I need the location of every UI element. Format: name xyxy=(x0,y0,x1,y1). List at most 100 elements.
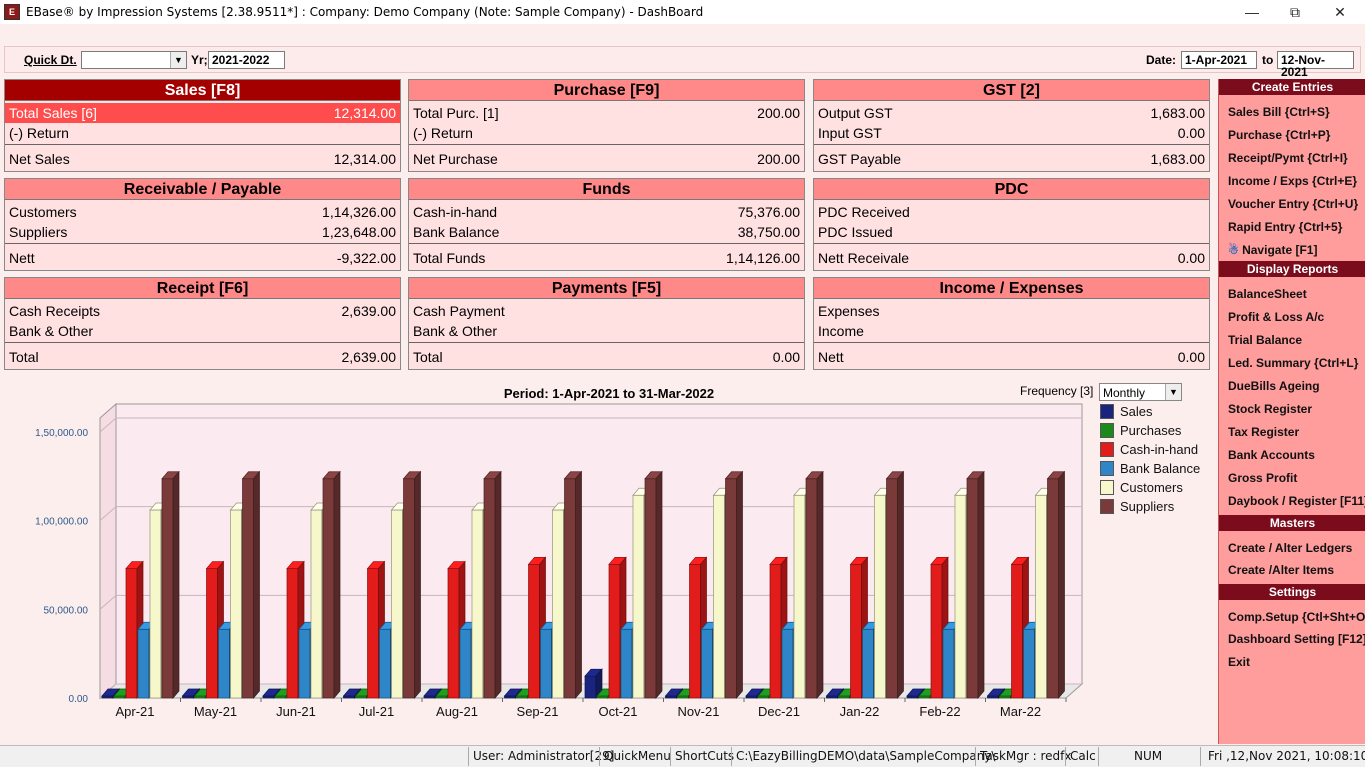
panel-row[interactable]: Customers 1,14,326.00 xyxy=(5,202,400,222)
panel-row[interactable]: Cash Receipts 2,639.00 xyxy=(5,301,400,321)
sidebar-item[interactable]: DueBills Ageing xyxy=(1228,379,1320,393)
panel-row[interactable]: Total Sales [6] 12,314.00 xyxy=(5,103,400,123)
panel-row[interactable]: Bank & Other xyxy=(409,321,804,341)
sidebar-item[interactable]: Daybook / Register [F11] xyxy=(1228,494,1365,508)
panel-row[interactable]: (-) Return xyxy=(5,123,400,143)
panel-row[interactable]: Bank Balance 38,750.00 xyxy=(409,222,804,242)
receipt-panel[interactable]: Receipt [F6] Cash Receipts 2,639.00 Bank … xyxy=(4,277,401,370)
panel-row[interactable]: (-) Return xyxy=(409,123,804,143)
legend-swatch xyxy=(1100,461,1114,476)
bar xyxy=(218,628,230,699)
sidebar-item[interactable]: ☃ Navigate [F1] xyxy=(1228,243,1317,257)
bar xyxy=(540,628,552,699)
bar xyxy=(149,509,162,699)
legend-swatch xyxy=(1100,442,1114,457)
panel-total-row[interactable]: GST Payable 1,683.00 xyxy=(814,149,1209,169)
taskmgr-button[interactable]: TaskMgr : redfx xyxy=(980,749,1072,763)
panel-title: Income / Expenses xyxy=(814,278,1209,299)
panel-total-row[interactable]: Total Funds 1,14,126.00 xyxy=(409,248,804,268)
sidebar-item[interactable]: Rapid Entry {Ctrl+5} xyxy=(1228,220,1343,234)
sidebar-item[interactable]: Income / Exps {Ctrl+E} xyxy=(1228,174,1358,188)
app-logo-icon[interactable]: E xyxy=(4,4,20,20)
bar xyxy=(930,563,943,699)
filter-bar: Quick Dt. ▼ Yr; 2021-2022 Date: 1-Apr-20… xyxy=(4,46,1361,78)
sidebar-item[interactable]: Bank Accounts xyxy=(1228,448,1315,462)
chevron-down-icon[interactable]: ▼ xyxy=(1165,384,1181,400)
x-tick-label: Jan-22 xyxy=(840,704,880,719)
sidebar-item[interactable]: Purchase {Ctrl+P} xyxy=(1228,128,1331,142)
legend-item: Sales xyxy=(1100,403,1153,420)
chevron-down-icon[interactable]: ▼ xyxy=(170,52,186,68)
sidebar-item[interactable]: Tax Register xyxy=(1228,425,1300,439)
panel-row[interactable]: Cash Payment xyxy=(409,301,804,321)
bar xyxy=(644,478,657,699)
panel-total-row[interactable]: Net Sales 12,314.00 xyxy=(5,149,400,169)
date-from-field[interactable]: 1-Apr-2021 xyxy=(1181,51,1257,69)
income-expenses-panel[interactable]: Income / Expenses Expenses Income Nett 0.… xyxy=(813,277,1210,370)
row-value: 1,683.00 xyxy=(1150,151,1206,167)
title-bar: E EBase® by Impression Systems [2.38.951… xyxy=(0,0,1365,24)
sales-panel[interactable]: Sales [F8] Total Sales [6] 12,314.00 (-) … xyxy=(4,79,401,172)
purchase-panel[interactable]: Purchase [F9] Total Purc. [1] 200.00 (-) … xyxy=(408,79,805,172)
year-field[interactable]: 2021-2022 xyxy=(208,51,285,69)
sidebar-item[interactable]: Sales Bill {Ctrl+S} xyxy=(1228,105,1330,119)
restore-icon[interactable]: ⧉ xyxy=(1290,3,1300,20)
sidebar-item[interactable]: Receipt/Pymt {Ctrl+I} xyxy=(1228,151,1348,165)
panel-row[interactable]: Expenses xyxy=(814,301,1209,321)
panel-row[interactable]: Output GST 1,683.00 xyxy=(814,103,1209,123)
panel-total-row[interactable]: Total 0.00 xyxy=(409,347,804,367)
bar xyxy=(862,628,874,699)
pdc-panel[interactable]: PDC PDC Received PDC Issued Nett Receiva… xyxy=(813,178,1210,271)
bar-side xyxy=(172,470,180,699)
funds-panel[interactable]: Funds Cash-in-hand 75,376.00 Bank Balance… xyxy=(408,178,805,271)
minimize-icon[interactable]: — xyxy=(1245,4,1259,20)
quick-dt-combo[interactable]: ▼ xyxy=(81,51,187,69)
row-label: (-) Return xyxy=(9,125,69,141)
sidebar-item[interactable]: BalanceSheet xyxy=(1228,287,1307,301)
shortcuts-button[interactable]: ShortCuts xyxy=(675,749,735,763)
gst-panel[interactable]: GST [2] Output GST 1,683.00 Input GST 0.00… xyxy=(813,79,1210,172)
panel-title: PDC xyxy=(814,179,1209,200)
sidebar-item[interactable]: Trial Balance xyxy=(1228,333,1303,347)
panel-row[interactable]: Income xyxy=(814,321,1209,341)
sidebar-item[interactable]: Create / Alter Ledgers xyxy=(1228,541,1353,555)
row-value: 1,14,326.00 xyxy=(322,204,396,220)
panel-total-row[interactable]: Net Purchase 200.00 xyxy=(409,149,804,169)
sidebar-item[interactable]: Led. Summary {Ctrl+L} xyxy=(1228,356,1359,370)
sidebar-item[interactable]: Stock Register xyxy=(1228,402,1313,416)
row-value: -9,322.00 xyxy=(336,250,396,266)
panel-total-row[interactable]: Total 2,639.00 xyxy=(5,347,400,367)
panel-row[interactable]: PDC Received xyxy=(814,202,1209,222)
sidebar-item[interactable]: Create /Alter Items xyxy=(1228,563,1335,577)
date-to-field[interactable]: 12-Nov-2021 xyxy=(1277,51,1354,78)
panel-total-row[interactable]: Nett 0.00 xyxy=(814,347,1209,367)
panel-row[interactable]: Suppliers 1,23,648.00 xyxy=(5,222,400,242)
row-label: Input GST xyxy=(818,125,882,141)
sidebar-item[interactable]: Exit xyxy=(1228,655,1251,669)
bar xyxy=(608,563,621,699)
panel-total-row[interactable]: Nett Receivale 0.00 xyxy=(814,248,1209,268)
panel-row[interactable]: Cash-in-hand 75,376.00 xyxy=(409,202,804,222)
row-label: Bank Balance xyxy=(413,224,500,240)
sidebar-item[interactable]: Gross Profit xyxy=(1228,471,1298,485)
row-value: 0.00 xyxy=(1177,250,1205,266)
sidebar-section-header: Create Entries xyxy=(1219,79,1365,95)
divider xyxy=(409,243,804,244)
receivable-payable-panel[interactable]: Receivable / Payable Customers 1,14,326.0… xyxy=(4,178,401,271)
sidebar-item[interactable]: Voucher Entry {Ctrl+U} xyxy=(1228,197,1359,211)
panel-row[interactable]: Total Purc. [1] 200.00 xyxy=(409,103,804,123)
panel-row[interactable]: Bank & Other xyxy=(5,321,400,341)
frequency-select[interactable]: Monthly ▼ xyxy=(1099,383,1182,401)
panel-row[interactable]: PDC Issued xyxy=(814,222,1209,242)
close-icon[interactable]: ✕ xyxy=(1334,3,1346,20)
payments-panel[interactable]: Payments [F5] Cash Payment Bank & Other … xyxy=(408,277,805,370)
bar xyxy=(769,563,782,699)
row-value: 0.00 xyxy=(1177,125,1205,141)
calc-button[interactable]: Calc xyxy=(1070,749,1096,763)
sidebar-item[interactable]: Profit & Loss A/c xyxy=(1228,310,1325,324)
quickmenu-button[interactable]: QuickMenu xyxy=(604,749,671,763)
panel-row[interactable]: Input GST 0.00 xyxy=(814,123,1209,143)
sidebar-item[interactable]: Dashboard Setting [F12] xyxy=(1228,632,1365,646)
sidebar-item[interactable]: Comp.Setup {Ctl+Sht+O} xyxy=(1228,610,1365,624)
panel-total-row[interactable]: Nett -9,322.00 xyxy=(5,248,400,268)
